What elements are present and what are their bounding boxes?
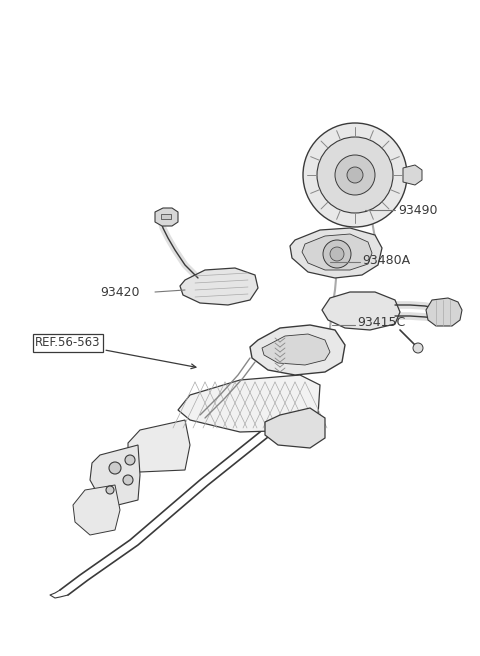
Polygon shape <box>155 208 178 226</box>
Text: 93420: 93420 <box>100 285 140 298</box>
Circle shape <box>330 247 344 261</box>
Circle shape <box>413 343 423 353</box>
Polygon shape <box>73 485 120 535</box>
Circle shape <box>323 240 351 268</box>
Circle shape <box>123 475 133 485</box>
Polygon shape <box>178 375 320 432</box>
Polygon shape <box>128 420 190 472</box>
Polygon shape <box>250 325 345 375</box>
Polygon shape <box>322 292 400 330</box>
Text: 93490: 93490 <box>398 203 437 216</box>
Polygon shape <box>262 334 330 365</box>
Polygon shape <box>403 165 422 185</box>
Polygon shape <box>426 298 462 326</box>
Bar <box>161 214 171 219</box>
Circle shape <box>303 123 407 227</box>
Circle shape <box>347 167 363 183</box>
Polygon shape <box>290 228 382 278</box>
Polygon shape <box>265 408 325 448</box>
Text: 93480A: 93480A <box>362 253 410 266</box>
Polygon shape <box>302 234 372 270</box>
Circle shape <box>335 155 375 195</box>
Circle shape <box>125 455 135 465</box>
Polygon shape <box>180 268 258 305</box>
Polygon shape <box>90 445 140 505</box>
Circle shape <box>106 486 114 494</box>
Circle shape <box>317 137 393 213</box>
Text: REF.56-563: REF.56-563 <box>35 337 196 369</box>
Text: 93415C: 93415C <box>357 316 405 329</box>
Circle shape <box>109 462 121 474</box>
